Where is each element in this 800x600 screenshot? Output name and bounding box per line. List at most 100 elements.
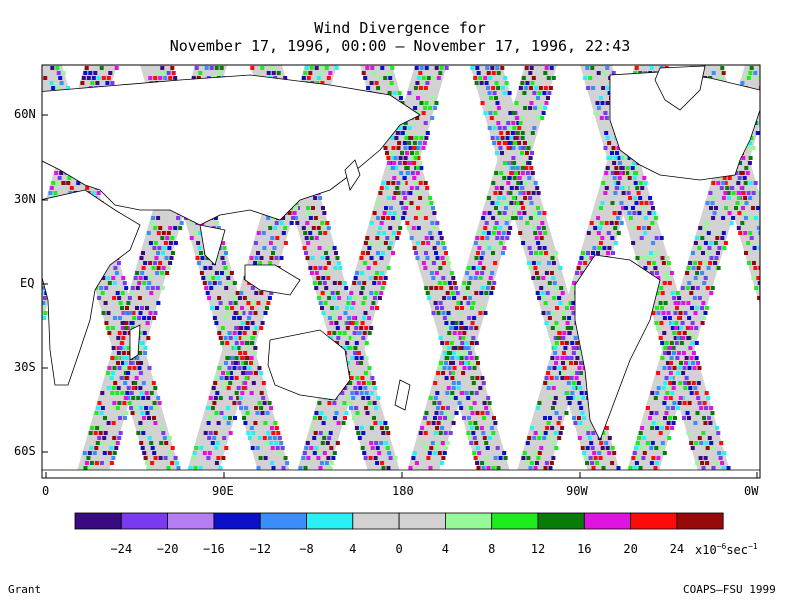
divergence-pixel [796, 431, 800, 435]
divergence-pixel [153, 311, 158, 315]
divergence-pixel [359, 326, 364, 330]
divergence-pixel [656, 386, 661, 390]
divergence-pixel [589, 256, 594, 260]
divergence-pixel [423, 416, 427, 420]
divergence-pixel [528, 266, 533, 270]
divergence-pixel [517, 126, 522, 130]
divergence-pixel [475, 271, 480, 275]
greenland [654, 65, 706, 111]
divergence-pixel [342, 331, 347, 335]
divergence-pixel [222, 246, 227, 250]
divergence-pixel [445, 441, 450, 445]
divergence-pixel [361, 251, 365, 255]
divergence-pixel [743, 181, 748, 185]
divergence-pixel [99, 66, 104, 70]
divergence-pixel [371, 381, 376, 385]
divergence-pixel [784, 286, 788, 290]
divergence-pixel [204, 286, 209, 290]
divergence-pixel [527, 141, 532, 145]
divergence-pixel [234, 376, 239, 380]
divergence-pixel [50, 66, 55, 70]
divergence-pixel [219, 411, 224, 415]
divergence-pixel [274, 256, 279, 260]
divergence-pixel [255, 446, 260, 450]
divergence-pixel [694, 391, 699, 395]
divergence-pixel [717, 246, 722, 250]
divergence-pixel [449, 361, 453, 365]
divergence-pixel [239, 326, 244, 330]
divergence-pixel [160, 286, 165, 290]
divergence-pixel [375, 201, 380, 205]
divergence-pixel [585, 66, 590, 70]
divergence-pixel [668, 396, 673, 400]
divergence-pixel [383, 276, 388, 280]
divergence-pixel [612, 211, 617, 215]
divergence-pixel [357, 281, 362, 285]
divergence-pixel [102, 436, 107, 440]
divergence-pixel [149, 441, 154, 445]
divergence-pixel [744, 201, 749, 205]
divergence-pixel [163, 241, 168, 245]
divergence-pixel [454, 326, 459, 330]
divergence-pixel [496, 86, 501, 90]
divergence-pixel [266, 71, 271, 75]
divergence-pixel [369, 441, 374, 445]
divergence-pixel [538, 231, 543, 235]
divergence-pixel [543, 431, 548, 435]
divergence-pixel [546, 311, 551, 315]
colorbar-swatch [213, 512, 261, 530]
divergence-pixel [610, 446, 615, 450]
divergence-pixel [367, 316, 372, 320]
divergence-pixel [664, 271, 669, 275]
divergence-pixel [545, 426, 550, 430]
divergence-pixel [283, 456, 288, 460]
divergence-pixel [273, 226, 278, 230]
divergence-pixel [778, 316, 782, 320]
divergence-pixel [681, 301, 686, 305]
divergence-pixel [143, 276, 148, 280]
divergence-pixel [161, 266, 166, 270]
divergence-pixel [351, 301, 356, 305]
divergence-pixel [525, 171, 530, 175]
divergence-pixel [472, 451, 477, 455]
divergence-pixel [593, 226, 598, 230]
divergence-pixel [642, 451, 647, 455]
divergence-pixel [525, 151, 529, 155]
divergence-pixel [486, 466, 491, 470]
divergence-pixel [53, 191, 58, 195]
divergence-pixel [591, 466, 596, 470]
divergence-pixel [216, 276, 221, 280]
divergence-pixel [707, 416, 711, 420]
divergence-pixel [7, 436, 11, 440]
divergence-pixel [512, 211, 517, 215]
divergence-pixel [123, 371, 128, 375]
divergence-pixel [240, 321, 245, 325]
divergence-pixel [613, 226, 618, 230]
divergence-pixel [488, 111, 493, 115]
divergence-pixel [740, 221, 745, 225]
divergence-pixel [146, 231, 151, 235]
divergence-pixel [160, 236, 165, 240]
divergence-pixel [476, 466, 481, 470]
divergence-pixel [575, 356, 580, 360]
divergence-pixel [261, 381, 266, 385]
divergence-pixel [529, 461, 534, 465]
divergence-pixel [498, 146, 503, 150]
divergence-pixel [655, 391, 660, 395]
divergence-pixel [729, 186, 734, 190]
divergence-pixel [433, 301, 438, 305]
divergence-pixel [248, 311, 253, 315]
divergence-pixel [167, 246, 172, 250]
divergence-pixel [416, 146, 421, 150]
divergence-pixel [721, 231, 726, 235]
divergence-pixel [609, 221, 614, 225]
divergence-pixel [617, 176, 622, 180]
divergence-pixel [537, 91, 542, 95]
divergence-pixel [109, 446, 114, 450]
divergence-pixel [444, 251, 448, 255]
divergence-pixel [777, 331, 781, 335]
divergence-pixel [768, 246, 772, 250]
divergence-pixel [360, 446, 365, 450]
divergence-pixel [751, 276, 756, 280]
divergence-pixel [450, 291, 455, 295]
